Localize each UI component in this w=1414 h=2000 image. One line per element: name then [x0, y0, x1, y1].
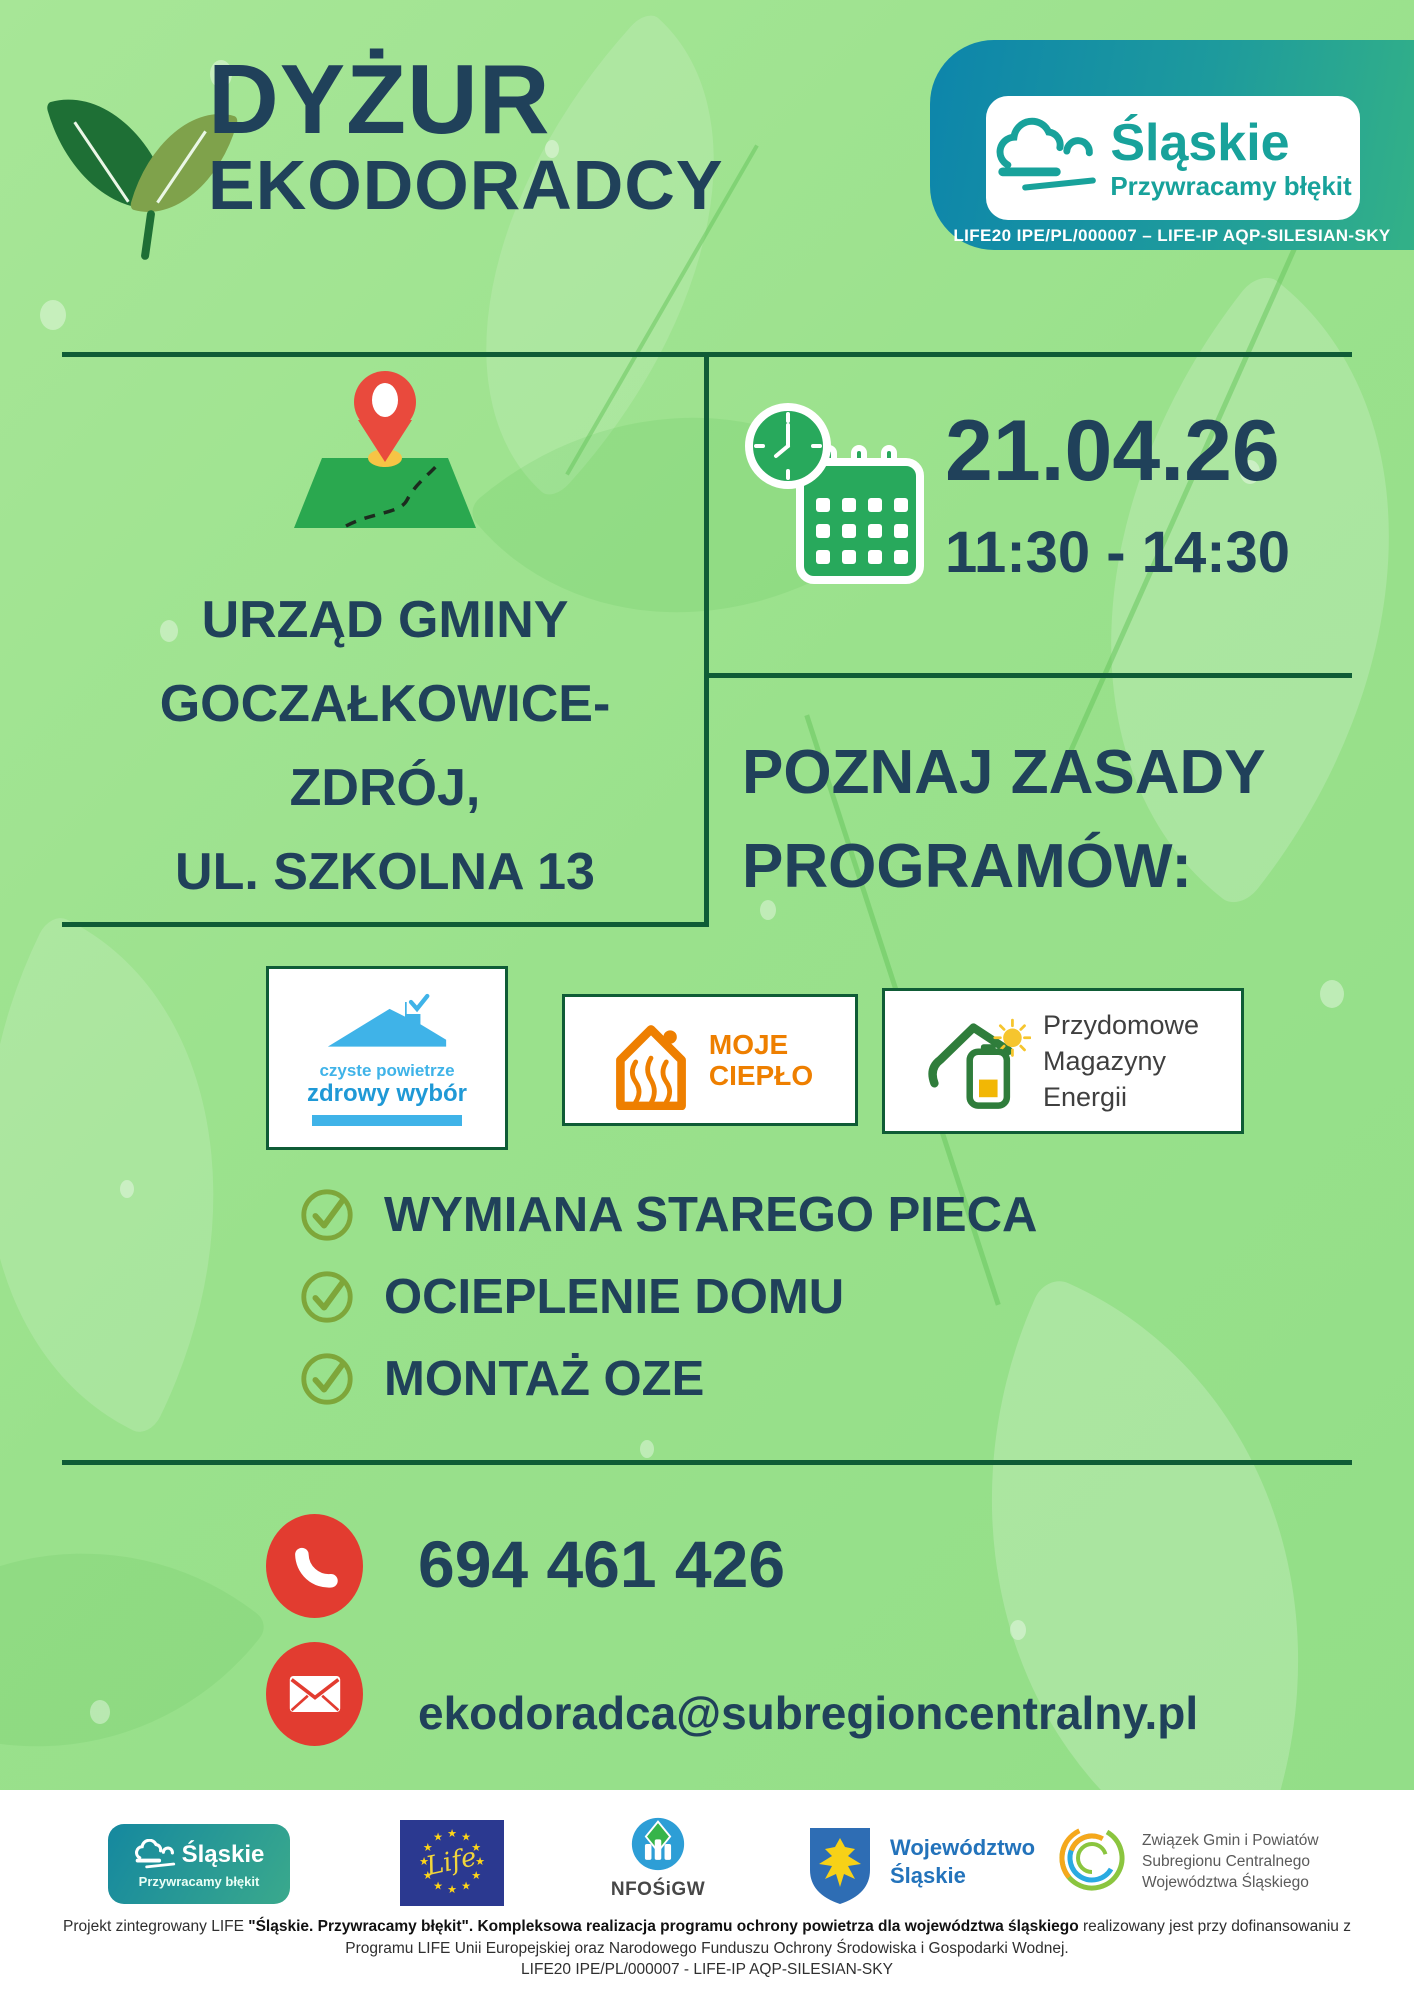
background-dot — [1240, 460, 1260, 484]
background-dot — [760, 900, 776, 920]
svg-text:★: ★ — [461, 1832, 471, 1844]
svg-text:★: ★ — [433, 1832, 443, 1844]
checklist-item: MONTAŻ OZE — [298, 1350, 704, 1408]
wojewodztwo-line1: Województwo — [890, 1835, 1036, 1860]
page-title-line1: DYŻUR — [208, 44, 551, 154]
page-title-line2: EKODORADCY — [208, 146, 724, 224]
svg-text:★: ★ — [419, 1856, 429, 1868]
silesia-coat-of-arms-icon — [810, 1828, 870, 1904]
calendar-clock-icon — [745, 403, 924, 584]
program-magazyny-energii: Przydomowe Magazyny Energii — [882, 988, 1244, 1134]
cloud-icon — [996, 117, 1097, 191]
nfosigw-icon — [631, 1817, 685, 1871]
footer: Śląskie Przywracamy błękit ★ ★ ★ ★ ★ ★ ★ ★ ★ ★… — [0, 1790, 1414, 2000]
checklist-item-label: OCIEPLENIE DOMU — [384, 1270, 845, 1324]
svg-text:★: ★ — [423, 1870, 433, 1882]
checklist-item: OCIEPLENIE DOMU — [298, 1268, 844, 1326]
program-magazyny-line1: Przydomowe — [1042, 1010, 1200, 1040]
programs-heading: POZNAJ ZASADY PROGRAMÓW: — [742, 726, 1266, 914]
program-czyste-line2: zdrowy wybór — [306, 1080, 468, 1108]
background-dot — [120, 1180, 134, 1198]
programs-heading-line2: PROGRAMÓW: — [742, 832, 1193, 901]
event-time: 11:30 - 14:30 — [945, 520, 1291, 585]
footer-disclaimer: Projekt zintegrowany LIFE "Śląskie. Przy… — [62, 1916, 1352, 1981]
background-dot — [545, 140, 559, 158]
location-line: URZĄD GMINY — [201, 591, 569, 649]
svg-text:★: ★ — [447, 1884, 457, 1896]
checklist-item-label: WYMIANA STAREGO PIECA — [384, 1188, 1038, 1242]
check-circle-icon — [301, 1189, 353, 1241]
footer-slaskie-tagline: Przywracamy błękit — [138, 1874, 260, 1889]
cloud-icon — [134, 1839, 175, 1869]
czyste-powietrze-bar — [312, 1114, 462, 1126]
program-magazyny-line3: Energii — [1042, 1082, 1128, 1112]
checklist-item: WYMIANA STAREGO PIECA — [298, 1186, 1037, 1244]
program-czyste-line1: czyste powietrze — [319, 1061, 455, 1081]
program-czyste-powietrze: czyste powietrze zdrowy wybór — [266, 966, 508, 1150]
brand-project-code: LIFE20 IPE/PL/000007 – LIFE-IP AQP-SILES… — [953, 226, 1391, 245]
email-address: ekodoradca@subregioncentralny.pl — [418, 1687, 1199, 1739]
event-location: URZĄD GMINY GOCZAŁKOWICE- ZDRÓJ, UL. SZK… — [62, 578, 708, 914]
background-dot — [1010, 1620, 1026, 1640]
zwiazek-line2: Subregionu Centralnego — [1142, 1853, 1311, 1870]
email-icon — [266, 1642, 363, 1746]
location-line: ZDRÓJ, — [289, 759, 481, 817]
phone-icon — [266, 1514, 363, 1618]
background-dot — [210, 60, 232, 88]
footer-nfosigw-label: NFOŚiGW — [610, 1879, 706, 1900]
sprout-logo-icon — [45, 62, 239, 261]
checklist-item-label: MONTAŻ OZE — [384, 1352, 705, 1406]
zwiazek-line1: Związek Gmin i Powiatów — [1142, 1832, 1319, 1849]
divider-right-middle — [704, 673, 1352, 678]
phone-number: 694 461 426 — [418, 1527, 786, 1601]
disclaimer-project-code: LIFE20 IPE/PL/000007 - LIFE-IP AQP-SILES… — [521, 1961, 893, 1978]
svg-text:★: ★ — [475, 1856, 485, 1868]
location-line: UL. SZKOLNA 13 — [175, 843, 595, 901]
svg-text:★: ★ — [423, 1842, 433, 1854]
wojewodztwo-line2: Śląskie — [890, 1863, 966, 1888]
brand-name: Śląskie — [1110, 114, 1290, 172]
footer-wojewodztwo-label: Województwo Śląskie — [890, 1834, 1035, 1890]
background-dot — [90, 1700, 110, 1724]
brand-tagline: Przywracamy błękit — [1110, 171, 1352, 201]
svg-text:★: ★ — [471, 1842, 481, 1854]
zwiazek-line3: Województwa Śląskiego — [1142, 1874, 1309, 1891]
background-dot — [40, 300, 66, 330]
svg-text:★: ★ — [433, 1880, 443, 1892]
program-magazyny-line2: Magazyny — [1042, 1046, 1167, 1076]
background-dot — [640, 1440, 654, 1458]
svg-text:★: ★ — [461, 1880, 471, 1892]
check-circle-icon — [301, 1271, 353, 1323]
disclaimer-post: realizowany jest przy dofinansowaniu z P… — [345, 1918, 1351, 1957]
location-line: GOCZAŁKOWICE- — [159, 675, 611, 733]
footer-logo-slaskie: Śląskie Przywracamy błękit — [108, 1824, 290, 1904]
background-dot — [1320, 980, 1344, 1008]
disclaimer-bold: "Śląskie. Przywracamy błękit". Komplekso… — [248, 1918, 1079, 1935]
footer-slaskie-name: Śląskie — [181, 1841, 265, 1868]
programs-heading-line1: POZNAJ ZASADY — [742, 738, 1266, 807]
czyste-powietrze-house-icon — [327, 992, 447, 1048]
magazyny-energii-icon — [928, 1018, 1031, 1109]
event-date: 21.04.26 — [945, 403, 1280, 499]
divider-vertical — [704, 352, 709, 927]
program-moje-cieplo: MOJE CIEPŁO — [562, 994, 858, 1126]
map-pin-icon — [294, 371, 476, 528]
slaskie-brand-badge: Śląskie Przywracamy błękit LIFE20 IPE/PL… — [930, 40, 1414, 250]
footer-zwiazek-label: Związek Gmin i Powiatów Subregionu Centr… — [1142, 1830, 1319, 1893]
divider-contact — [62, 1460, 1352, 1465]
divider-left-bottom — [62, 922, 709, 927]
program-moje-line2: CIEPŁO — [708, 1060, 814, 1091]
program-moje-line1: MOJE — [708, 1029, 789, 1060]
check-circle-icon — [301, 1353, 353, 1405]
disclaimer-pre: Projekt zintegrowany LIFE — [63, 1918, 249, 1935]
background-dot — [160, 620, 178, 642]
svg-text:★: ★ — [447, 1828, 457, 1840]
svg-text:★: ★ — [471, 1870, 481, 1882]
footer-logo-eu-life: ★ ★ ★ ★ ★ ★ ★ ★ ★ ★ ★ ★ Life — [400, 1820, 504, 1906]
moje-cieplo-house-icon — [615, 1025, 686, 1110]
footer-logo-nfosigw: NFOŚiGW — [598, 1816, 718, 1901]
slaskie-brand-badge-inner: Śląskie Przywracamy błękit — [986, 96, 1360, 220]
subregion-rings-icon — [1059, 1825, 1125, 1891]
